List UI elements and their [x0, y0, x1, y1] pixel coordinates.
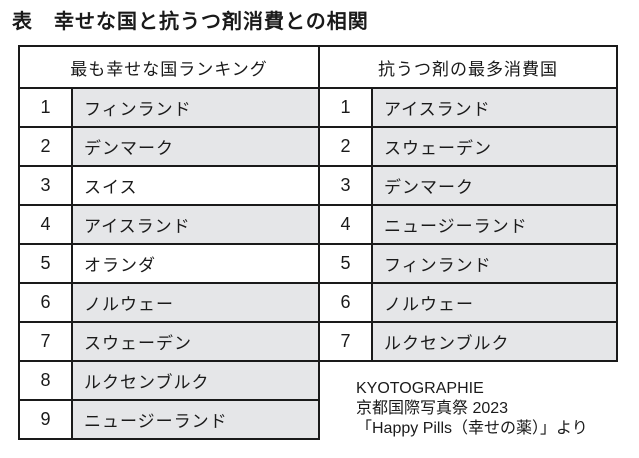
- source-credit: KYOTOGRAPHIE 京都国際写真祭 2023 「Happy Pills（幸…: [356, 379, 588, 439]
- table-row: 1 アイスランド: [320, 87, 616, 126]
- rank-cell: 1: [20, 89, 73, 126]
- rank-cell: 2: [320, 128, 373, 165]
- table-row: 4 ニュージーランド: [320, 204, 616, 243]
- country-cell: フィンランド: [73, 89, 318, 126]
- antidepressant-table-header: 抗うつ剤の最多消費国: [320, 47, 616, 87]
- page-title: 表 幸せな国と抗うつ剤消費との相関: [12, 11, 369, 33]
- rank-cell: 4: [20, 206, 73, 243]
- table-row: 1 フィンランド: [20, 87, 318, 126]
- rank-cell: 1: [320, 89, 373, 126]
- rank-cell: 3: [20, 167, 73, 204]
- table-row: 3 デンマーク: [320, 165, 616, 204]
- rank-cell: 6: [20, 284, 73, 321]
- table-row: 5 フィンランド: [320, 243, 616, 282]
- country-cell: アイスランド: [73, 206, 318, 243]
- table-row: 5 オランダ: [20, 243, 318, 282]
- table-row: 6 ノルウェー: [20, 282, 318, 321]
- rank-cell: 4: [320, 206, 373, 243]
- table-row: 6 ノルウェー: [320, 282, 616, 321]
- happiest-countries-table: 最も幸せな国ランキング 1 フィンランド 2 デンマーク 3 スイス 4 アイス…: [18, 45, 320, 440]
- rank-cell: 5: [320, 245, 373, 282]
- table-row: 7 ルクセンブルク: [320, 321, 616, 360]
- antidepressant-consumption-table: 抗うつ剤の最多消費国 1 アイスランド 2 スウェーデン 3 デンマーク 4 ニ…: [320, 45, 618, 362]
- rank-cell: 6: [320, 284, 373, 321]
- table-row: 4 アイスランド: [20, 204, 318, 243]
- country-cell: ルクセンブルク: [73, 362, 318, 399]
- country-cell: ニュージーランド: [73, 401, 318, 438]
- credit-line-festival-name: KYOTOGRAPHIE: [356, 380, 484, 397]
- rank-cell: 7: [320, 323, 373, 360]
- table-row: 8 ルクセンブルク: [20, 360, 318, 399]
- country-cell: スウェーデン: [73, 323, 318, 360]
- rank-cell: 5: [20, 245, 73, 282]
- rank-cell: 7: [20, 323, 73, 360]
- country-cell: デンマーク: [73, 128, 318, 165]
- country-cell: フィンランド: [373, 245, 616, 282]
- credit-line-festival-jp: 京都国際写真祭 2023: [356, 400, 509, 417]
- country-cell: デンマーク: [373, 167, 616, 204]
- rank-cell: 2: [20, 128, 73, 165]
- rank-cell: 3: [320, 167, 373, 204]
- country-cell: スウェーデン: [373, 128, 616, 165]
- table-row: 2 スウェーデン: [320, 126, 616, 165]
- country-cell: ノルウェー: [373, 284, 616, 321]
- country-cell: スイス: [73, 167, 318, 204]
- happiest-table-header: 最も幸せな国ランキング: [20, 47, 318, 87]
- country-cell: オランダ: [73, 245, 318, 282]
- table-row: 2 デンマーク: [20, 126, 318, 165]
- table-row: 9 ニュージーランド: [20, 399, 318, 438]
- country-cell: ニュージーランド: [373, 206, 616, 243]
- table-row: 3 スイス: [20, 165, 318, 204]
- rank-cell: 9: [20, 401, 73, 438]
- country-cell: アイスランド: [373, 89, 616, 126]
- country-cell: ルクセンブルク: [373, 323, 616, 360]
- credit-line-exhibition: 「Happy Pills（幸せの薬）」より: [356, 420, 588, 437]
- rank-cell: 8: [20, 362, 73, 399]
- table-row: 7 スウェーデン: [20, 321, 318, 360]
- country-cell: ノルウェー: [73, 284, 318, 321]
